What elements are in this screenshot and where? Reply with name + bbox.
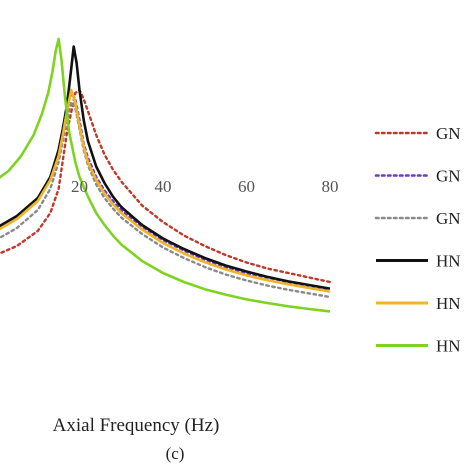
x-axis-label: Axial Frequency (Hz) [53, 415, 220, 436]
legend-item-3: GN [374, 209, 461, 228]
legend-item-1: GN [374, 124, 461, 143]
legend-label-3: GN [436, 209, 461, 228]
series-line-5 [0, 88, 331, 293]
x-tick-label-60: 60 [238, 177, 255, 196]
x-tick-label-40: 40 [155, 177, 172, 196]
legend-item-2: GN [374, 167, 461, 186]
legend-item-5: HN [376, 294, 461, 313]
legend-item-4: HN [376, 252, 461, 271]
x-tick-labels: 20 40 60 80 [71, 177, 339, 196]
figure-caption: (c) [166, 444, 185, 463]
x-tick-label-80: 80 [322, 177, 339, 196]
legend-item-6: HN [376, 337, 461, 356]
series-line-3 [0, 100, 332, 299]
x-tick-label-20: 20 [71, 177, 88, 196]
legend-label-6: HN [436, 337, 461, 356]
plot-lines [0, 37, 332, 313]
legend-label-5: HN [436, 294, 461, 313]
legend-label-2: GN [436, 167, 461, 186]
legend-label-1: GN [436, 124, 461, 143]
series-line-6 [0, 37, 331, 313]
legend: GN GN GN HN HN HN [374, 124, 461, 356]
legend-label-4: HN [436, 252, 461, 271]
series-line-1 [0, 88, 332, 284]
